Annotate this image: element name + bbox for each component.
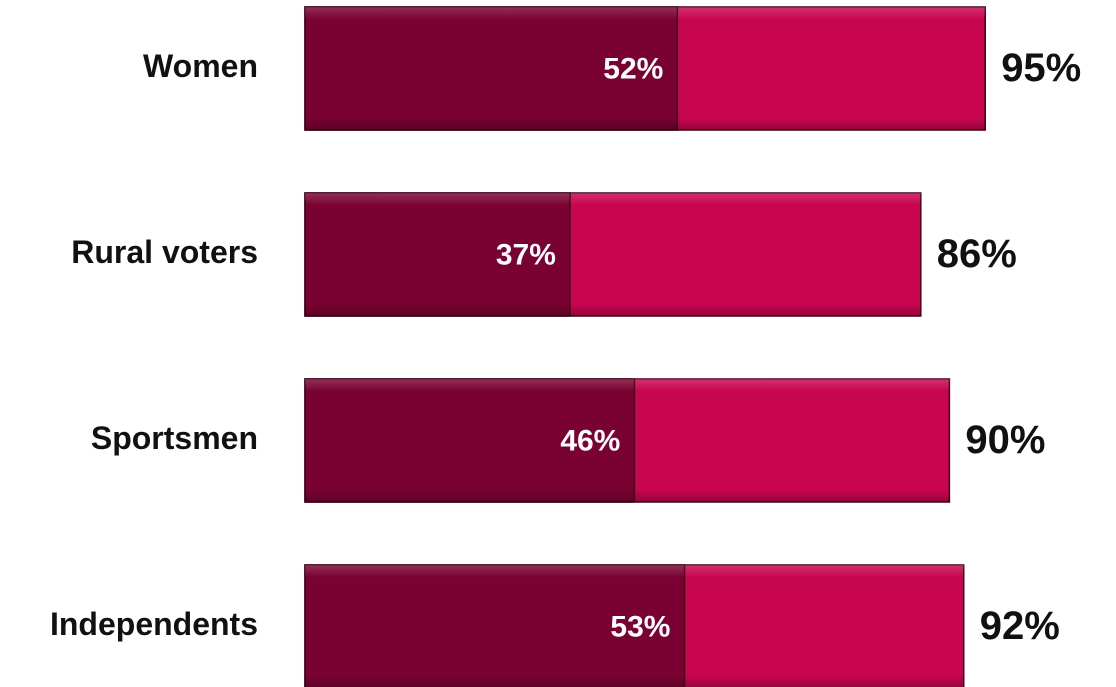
- category-label: Sportsmen: [91, 420, 258, 456]
- category-label: Rural voters: [71, 234, 258, 270]
- total-label: 90%: [965, 418, 1045, 462]
- segment-label: 53%: [610, 610, 670, 643]
- segment-label: 46%: [560, 424, 620, 457]
- bar-shade: [305, 565, 685, 687]
- category-label: Independents: [50, 606, 258, 642]
- total-label: 86%: [937, 232, 1017, 276]
- bar-shade: [305, 193, 570, 316]
- bar-shade: [305, 379, 635, 502]
- segment-label: 37%: [496, 238, 556, 271]
- total-label: 92%: [980, 604, 1060, 648]
- segment-label: 52%: [603, 52, 663, 85]
- bar-shade: [305, 7, 678, 130]
- total-label: 95%: [1001, 46, 1081, 90]
- category-label: Women: [143, 48, 258, 84]
